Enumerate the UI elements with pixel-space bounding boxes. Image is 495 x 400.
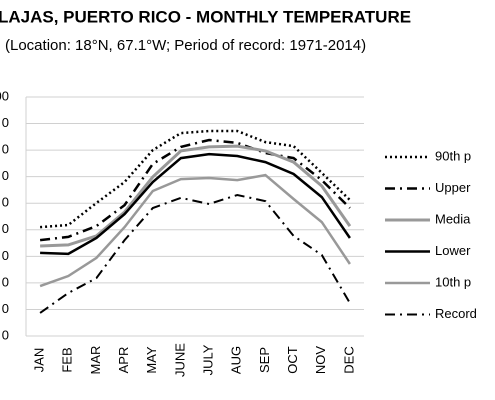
legend-label: 90th p [435, 148, 471, 163]
x-tick-label: SEP [257, 347, 272, 373]
y-tick-label: 0 [2, 115, 9, 130]
chart-title: LAJAS, PUERTO RICO - MONTHLY TEMPERATURE [0, 7, 411, 26]
series-line [40, 129, 351, 229]
x-tick-label: DEC [341, 346, 356, 373]
y-tick-label: 0 [2, 195, 9, 210]
y-tick-label: 0 [2, 274, 9, 289]
legend-label: Record [435, 306, 477, 321]
series-line [39, 193, 351, 314]
x-tick-label: APR [116, 347, 131, 374]
series-line [39, 138, 351, 242]
legend-label: Lower [435, 243, 471, 258]
x-tick-label: FEB [60, 347, 75, 372]
series-line [40, 152, 351, 256]
x-tick-label: AUG [229, 346, 244, 374]
x-tick-label: OCT [285, 346, 300, 374]
y-tick-label: 0 [2, 248, 9, 263]
y-tick-label: 0 [2, 142, 9, 157]
x-tick-label: JUNE [172, 343, 187, 377]
y-tick-label: 0 [2, 168, 9, 183]
y-tick-label: 0 [2, 221, 9, 236]
chart-subtitle: (Location: 18°N, 67.1°W; Period of recor… [5, 37, 366, 54]
x-tick-label: NOV [313, 346, 328, 375]
legend-label: Upper [435, 180, 471, 195]
legend-label: 10th p [435, 274, 471, 289]
x-tick-label: JULY [201, 344, 216, 375]
x-tick-label: JAN [32, 348, 47, 373]
y-tick-label: 00 [0, 88, 9, 103]
series-line [39, 173, 351, 288]
y-tick-label: 0 [2, 301, 9, 316]
y-tick-label: 0 [2, 327, 9, 342]
series-line [40, 144, 352, 248]
x-tick-label: MAY [144, 346, 159, 374]
x-tick-label: MAR [88, 346, 103, 375]
legend-label: Media [435, 211, 471, 226]
